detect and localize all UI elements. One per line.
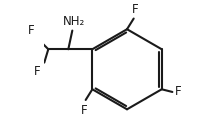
- Text: F: F: [175, 85, 182, 98]
- Text: F: F: [132, 3, 138, 16]
- Text: NH₂: NH₂: [63, 15, 85, 28]
- Text: F: F: [34, 65, 40, 78]
- Text: F: F: [28, 24, 35, 37]
- Text: F: F: [81, 104, 88, 117]
